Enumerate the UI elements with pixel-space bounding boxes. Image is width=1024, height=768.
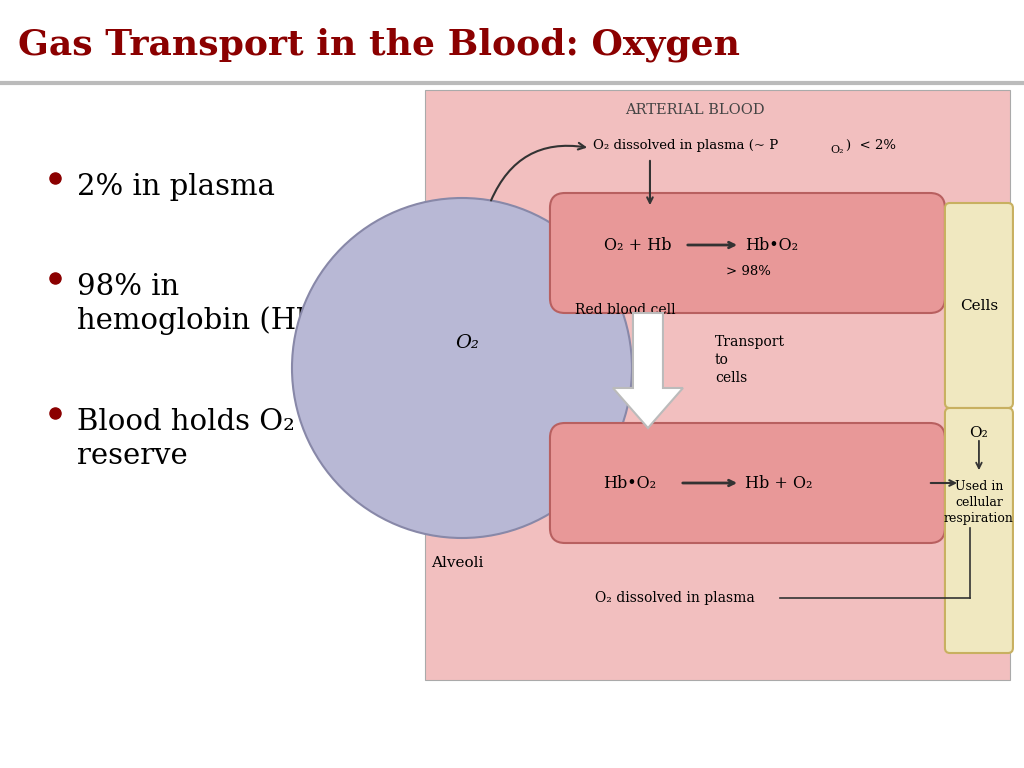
Text: > 98%: > 98% bbox=[726, 265, 770, 278]
FancyBboxPatch shape bbox=[550, 423, 945, 543]
Text: Hb•O₂: Hb•O₂ bbox=[603, 475, 656, 492]
FancyBboxPatch shape bbox=[945, 408, 1013, 653]
Text: Alveoli: Alveoli bbox=[431, 556, 483, 570]
Text: 98% in
hemoglobin (Hb): 98% in hemoglobin (Hb) bbox=[77, 273, 326, 336]
Text: )  < 2%: ) < 2% bbox=[846, 138, 896, 151]
FancyBboxPatch shape bbox=[425, 90, 1010, 680]
Text: Blood holds O₂
reserve: Blood holds O₂ reserve bbox=[77, 408, 295, 469]
FancyArrow shape bbox=[613, 313, 683, 428]
Text: Used in
cellular
respiration: Used in cellular respiration bbox=[944, 480, 1014, 525]
Text: O₂ dissolved in plasma (~ P: O₂ dissolved in plasma (~ P bbox=[593, 138, 778, 151]
FancyBboxPatch shape bbox=[550, 193, 945, 313]
Circle shape bbox=[292, 198, 632, 538]
Text: ARTERIAL BLOOD: ARTERIAL BLOOD bbox=[625, 103, 765, 117]
Text: Hb + O₂: Hb + O₂ bbox=[744, 475, 812, 492]
FancyBboxPatch shape bbox=[945, 203, 1013, 408]
Text: Transport
to
cells: Transport to cells bbox=[715, 335, 785, 385]
Text: O₂: O₂ bbox=[829, 145, 844, 155]
Text: Hb•O₂: Hb•O₂ bbox=[744, 237, 798, 253]
FancyArrowPatch shape bbox=[492, 143, 585, 200]
Text: Gas Transport in the Blood: Oxygen: Gas Transport in the Blood: Oxygen bbox=[18, 28, 740, 62]
Text: O₂ + Hb: O₂ + Hb bbox=[604, 237, 672, 253]
Text: O₂: O₂ bbox=[455, 334, 479, 352]
Text: O₂: O₂ bbox=[970, 426, 988, 440]
Text: Cells: Cells bbox=[959, 299, 998, 313]
Text: O₂ dissolved in plasma: O₂ dissolved in plasma bbox=[595, 591, 755, 605]
Text: 2% in plasma: 2% in plasma bbox=[77, 173, 275, 201]
Text: Red blood cell: Red blood cell bbox=[574, 303, 676, 317]
